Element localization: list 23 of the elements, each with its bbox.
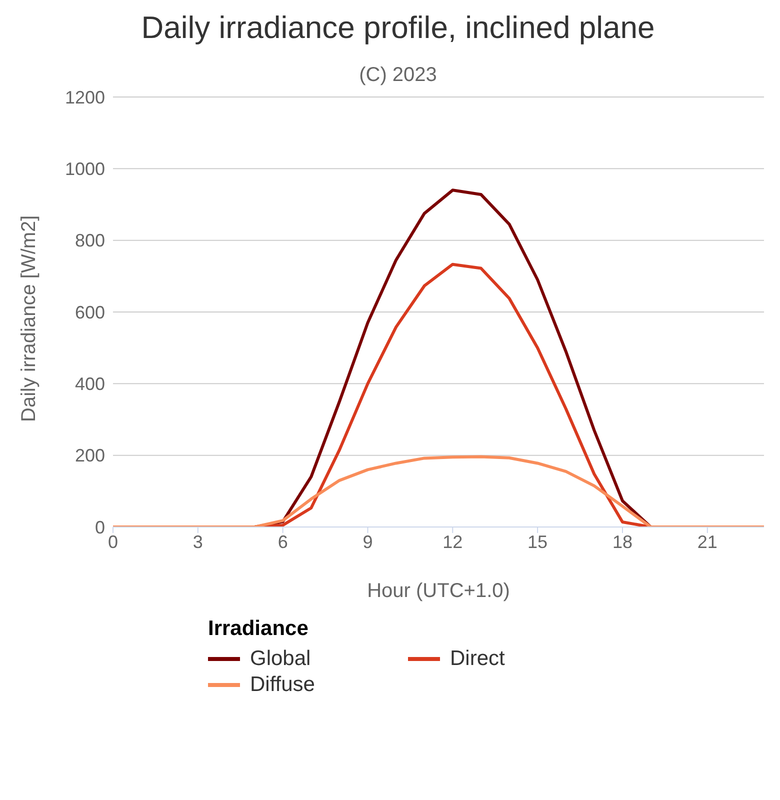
x-axis-title: Hour (UTC+1.0) xyxy=(367,580,510,602)
x-tick-label: 6 xyxy=(278,532,288,552)
y-axis-title: Daily irradiance [W/m2] xyxy=(18,215,40,422)
x-tick-label: 18 xyxy=(612,532,632,552)
legend-label: Global xyxy=(249,647,312,671)
x-tick-label: 9 xyxy=(362,532,373,552)
x-tick-label: 0 xyxy=(108,532,118,552)
x-tick-label: 12 xyxy=(442,532,463,552)
chart-subtitle: (C) 2023 xyxy=(358,64,438,87)
y-tick-label: 0 xyxy=(94,517,105,538)
y-tick-label: 800 xyxy=(74,230,105,251)
x-tick-label: 3 xyxy=(192,532,203,552)
y-tick-label: 400 xyxy=(74,374,105,394)
x-tick-label: 15 xyxy=(528,532,548,552)
y-tick-label: 600 xyxy=(74,302,105,322)
y-tick-label: 1000 xyxy=(64,159,105,180)
legend-title: Irradiance xyxy=(208,617,310,641)
y-tick-label: 1200 xyxy=(64,87,105,108)
chart-title: Daily irradiance profile, inclined plane xyxy=(140,10,656,46)
y-tick-label: 200 xyxy=(74,446,105,466)
x-tick-label: 21 xyxy=(697,532,718,552)
legend-label: Diffuse xyxy=(249,673,316,697)
legend-label: Direct xyxy=(449,647,506,671)
